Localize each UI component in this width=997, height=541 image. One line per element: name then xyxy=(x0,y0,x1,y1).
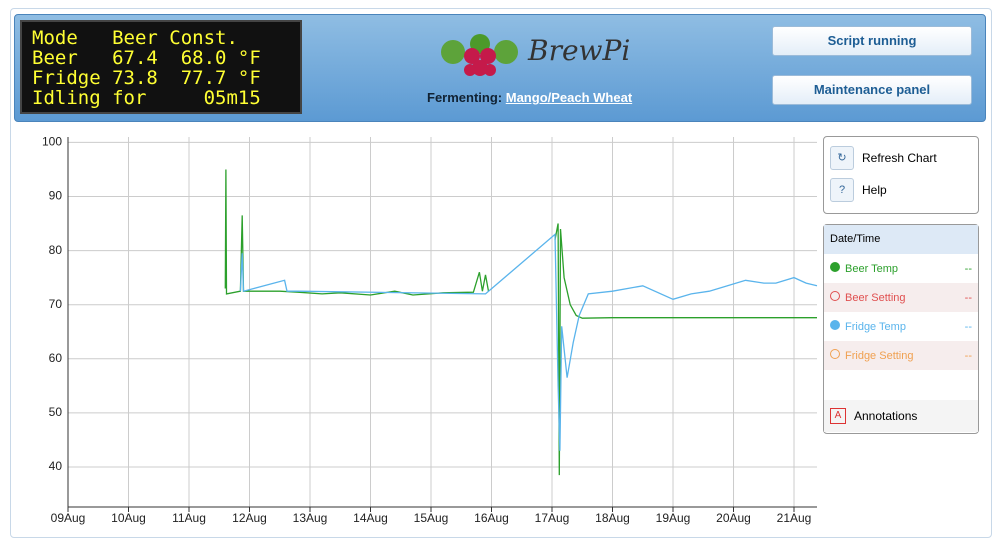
x-tick-label: 18Aug xyxy=(595,511,630,525)
legend-name: Fridge Setting xyxy=(845,350,914,362)
y-tick-label: 50 xyxy=(49,405,63,419)
x-tick-label: 10Aug xyxy=(111,511,146,525)
legend-value: -- xyxy=(964,349,972,362)
refresh-button[interactable]: ↻ Refresh Chart xyxy=(824,142,978,174)
x-tick-label: 13Aug xyxy=(293,511,328,525)
frame xyxy=(10,8,992,538)
x-tick-label: 11Aug xyxy=(172,511,206,525)
lcd-display: Mode Beer Const. Beer 67.4 68.0 °F Fridg… xyxy=(20,20,302,114)
annotations-toggle[interactable]: A Annotations xyxy=(824,400,978,432)
beer-link[interactable]: Mango/Peach Wheat xyxy=(505,90,633,105)
legend-title: Date/Time xyxy=(824,225,978,254)
logo-icon xyxy=(441,34,518,76)
legend-item[interactable]: Fridge Setting -- xyxy=(824,341,978,370)
legend-value: -- xyxy=(964,291,972,304)
y-tick-label: 90 xyxy=(49,189,63,203)
y-tick-label: 40 xyxy=(49,459,63,473)
x-tick-label: 15Aug xyxy=(414,511,449,525)
legend-value: -- xyxy=(964,262,972,275)
annotations-label: Annotations xyxy=(854,409,918,423)
maintenance-button[interactable]: Maintenance panel xyxy=(772,75,972,105)
x-tick-label: 20Aug xyxy=(716,511,751,525)
y-tick-label: 70 xyxy=(49,297,63,311)
legend-swatch xyxy=(830,320,840,330)
legend-label: Beer Setting xyxy=(830,291,906,304)
legend-item[interactable]: Fridge Temp -- xyxy=(824,312,978,341)
legend-name: Fridge Temp xyxy=(845,321,906,333)
x-tick-label: 12Aug xyxy=(232,511,267,525)
x-tick-label: 16Aug xyxy=(474,511,509,525)
x-tick-label: 17Aug xyxy=(535,511,570,525)
y-tick-label: 80 xyxy=(49,243,63,257)
x-tick-label: 21Aug xyxy=(777,511,812,525)
legend-item[interactable]: Beer Temp -- xyxy=(824,254,978,283)
logo-text: BrewPi xyxy=(528,34,631,67)
script-button[interactable]: Script running xyxy=(772,26,972,56)
refresh-label: Refresh Chart xyxy=(862,151,937,165)
series-line xyxy=(239,233,818,451)
series-line xyxy=(224,169,490,296)
help-label: Help xyxy=(862,183,887,197)
legend-label: Fridge Temp xyxy=(830,320,906,333)
lcd-line: Mode Beer Const. xyxy=(32,27,238,49)
y-tick-label: 60 xyxy=(49,351,63,365)
legend-item[interactable]: Beer Setting -- xyxy=(824,283,978,312)
legend-swatch xyxy=(830,349,840,359)
x-tick-label: 19Aug xyxy=(656,511,691,525)
legend-label: Beer Temp xyxy=(830,262,898,275)
legend-name: Beer Setting xyxy=(845,292,906,304)
x-tick-label: 09Aug xyxy=(51,511,86,525)
legend-value: -- xyxy=(964,320,972,333)
lcd-line: Fridge 73.8 77.7 °F xyxy=(32,67,261,89)
fermenting-label: Fermenting: xyxy=(427,90,503,105)
legend-name: Beer Temp xyxy=(845,263,898,275)
legend-swatch xyxy=(830,262,840,272)
y-tick-label: 100 xyxy=(42,135,62,149)
x-tick-label: 14Aug xyxy=(353,511,388,525)
legend: Date/Time Beer Temp -- Beer Setting -- Fridg… xyxy=(823,224,979,434)
legend-swatch xyxy=(830,291,840,301)
lcd-line: Beer 67.4 68.0 °F xyxy=(32,47,261,69)
chart-tools: ↻ Refresh Chart ? Help xyxy=(823,136,979,214)
fermenting: Fermenting: Mango/Peach Wheat xyxy=(427,90,632,105)
help-button[interactable]: ? Help xyxy=(824,174,978,206)
chart: 40 50 60 70 80 90 100 09Aug 10Aug 11Aug 12Aug 13Aug… xyxy=(42,135,818,525)
series-line xyxy=(554,223,817,476)
lcd-line: Idling for 05m15 xyxy=(32,87,261,109)
legend-label: Fridge Setting xyxy=(830,349,913,362)
